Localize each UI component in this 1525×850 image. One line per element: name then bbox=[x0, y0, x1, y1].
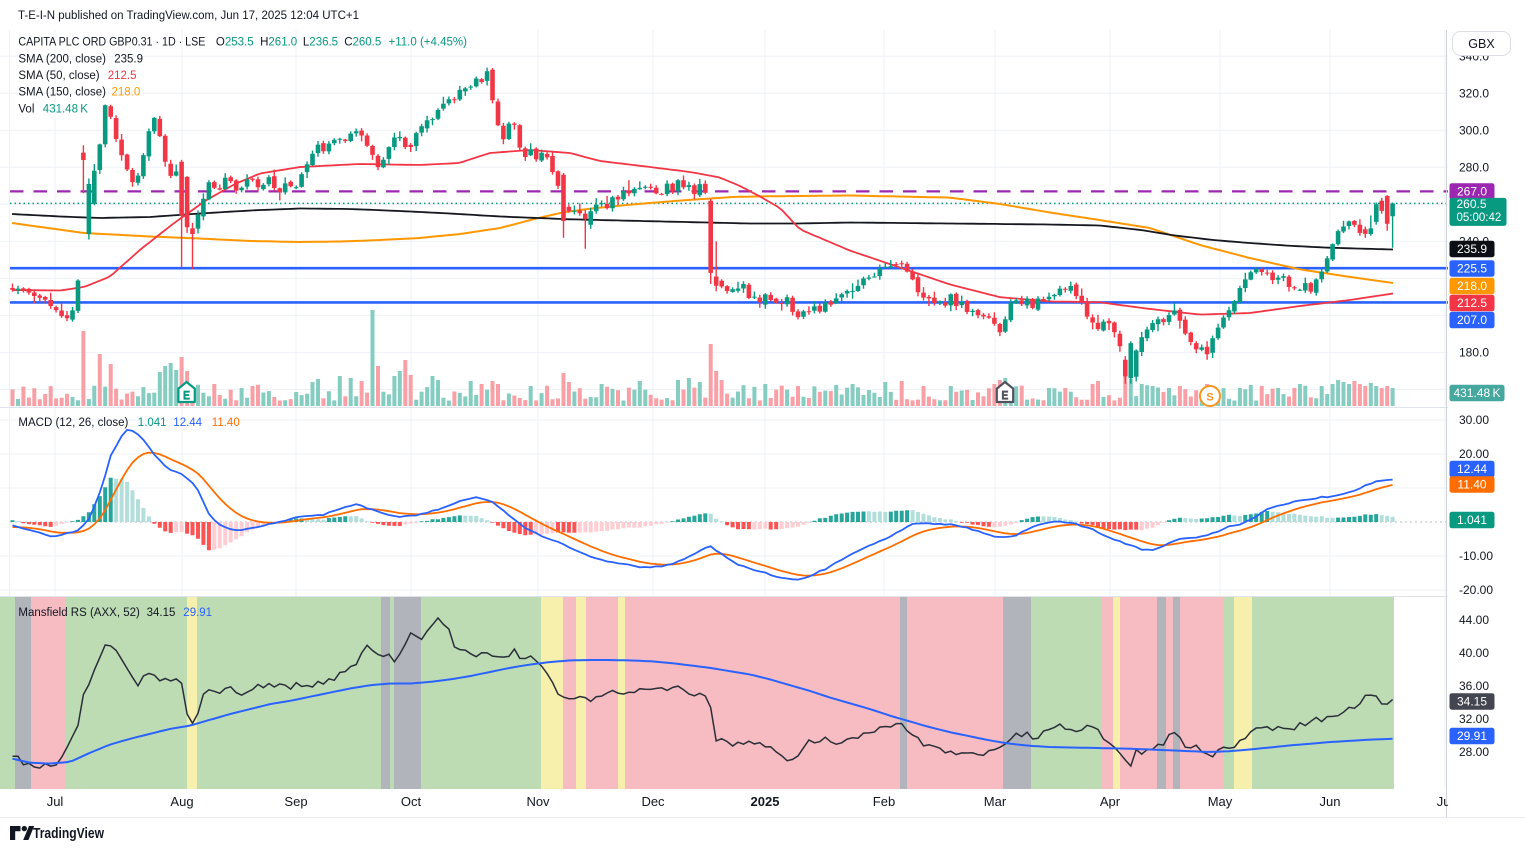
svg-text:-10.00: -10.00 bbox=[1459, 549, 1493, 563]
svg-text:267.0: 267.0 bbox=[1457, 184, 1487, 198]
svg-text:11.40: 11.40 bbox=[1457, 478, 1486, 492]
svg-text:34.15: 34.15 bbox=[1457, 695, 1487, 709]
svg-text:44.00: 44.00 bbox=[1459, 613, 1489, 627]
svg-text:TradingView: TradingView bbox=[33, 826, 105, 842]
svg-text:SMA (200, close)235.9: SMA (200, close) 235.9 bbox=[18, 53, 143, 65]
svg-text:260.5: 260.5 bbox=[1457, 197, 1487, 211]
svg-text:320.0: 320.0 bbox=[1459, 86, 1489, 100]
svg-text:Jun: Jun bbox=[1320, 794, 1341, 809]
svg-text:300.0: 300.0 bbox=[1459, 123, 1489, 137]
svg-text:431.48 K: 431.48 K bbox=[1453, 386, 1500, 400]
svg-text:2025: 2025 bbox=[751, 794, 780, 809]
svg-text:SMA (150, close)218.0: SMA (150, close) 218.0 bbox=[18, 87, 140, 99]
svg-text:280.0: 280.0 bbox=[1459, 160, 1489, 174]
svg-text:20.00: 20.00 bbox=[1459, 447, 1489, 461]
svg-text:30.00: 30.00 bbox=[1459, 413, 1489, 427]
svg-text:40.00: 40.00 bbox=[1459, 646, 1489, 660]
svg-text:T-E-I-N published on TradingVi: T-E-I-N published on TradingView.com, Ju… bbox=[18, 8, 359, 22]
svg-text:225.5: 225.5 bbox=[1457, 262, 1487, 276]
svg-text:Aug: Aug bbox=[170, 794, 193, 809]
svg-text:GBX: GBX bbox=[1468, 37, 1495, 51]
svg-text:05:00:42: 05:00:42 bbox=[1457, 212, 1502, 224]
svg-text:32.00: 32.00 bbox=[1459, 712, 1489, 726]
svg-text:Jul: Jul bbox=[1437, 794, 1454, 809]
svg-text:SMA (50, close)212.5: SMA (50, close) 212.5 bbox=[18, 70, 136, 82]
svg-text:180.0: 180.0 bbox=[1459, 345, 1489, 359]
svg-text:28.00: 28.00 bbox=[1459, 745, 1489, 759]
svg-text:S: S bbox=[1206, 392, 1213, 404]
svg-text:1.041: 1.041 bbox=[1457, 513, 1487, 527]
svg-text:Mar: Mar bbox=[984, 794, 1007, 809]
svg-text:36.00: 36.00 bbox=[1459, 679, 1489, 693]
svg-text:-20.00: -20.00 bbox=[1459, 583, 1493, 597]
svg-text:Dec: Dec bbox=[641, 794, 665, 809]
svg-text:May: May bbox=[1208, 794, 1233, 809]
svg-text:Nov: Nov bbox=[526, 794, 550, 809]
svg-text:218.0: 218.0 bbox=[1457, 279, 1487, 293]
svg-text:Apr: Apr bbox=[1100, 794, 1121, 809]
svg-text:207.0: 207.0 bbox=[1457, 313, 1487, 327]
svg-text:235.9: 235.9 bbox=[1457, 242, 1487, 256]
svg-text:Feb: Feb bbox=[873, 794, 895, 809]
svg-text:CAPITA PLC ORD GBP0.31 · 1D ·: CAPITA PLC ORD GBP0.31 · 1D · LSE O253.5 H… bbox=[18, 37, 467, 49]
svg-text:12.44: 12.44 bbox=[1457, 462, 1487, 476]
svg-text:29.91: 29.91 bbox=[1457, 729, 1487, 743]
svg-text:212.5: 212.5 bbox=[1457, 296, 1487, 310]
svg-text:Oct: Oct bbox=[401, 794, 422, 809]
svg-text:Jul: Jul bbox=[47, 794, 64, 809]
svg-text:Sep: Sep bbox=[284, 794, 307, 809]
